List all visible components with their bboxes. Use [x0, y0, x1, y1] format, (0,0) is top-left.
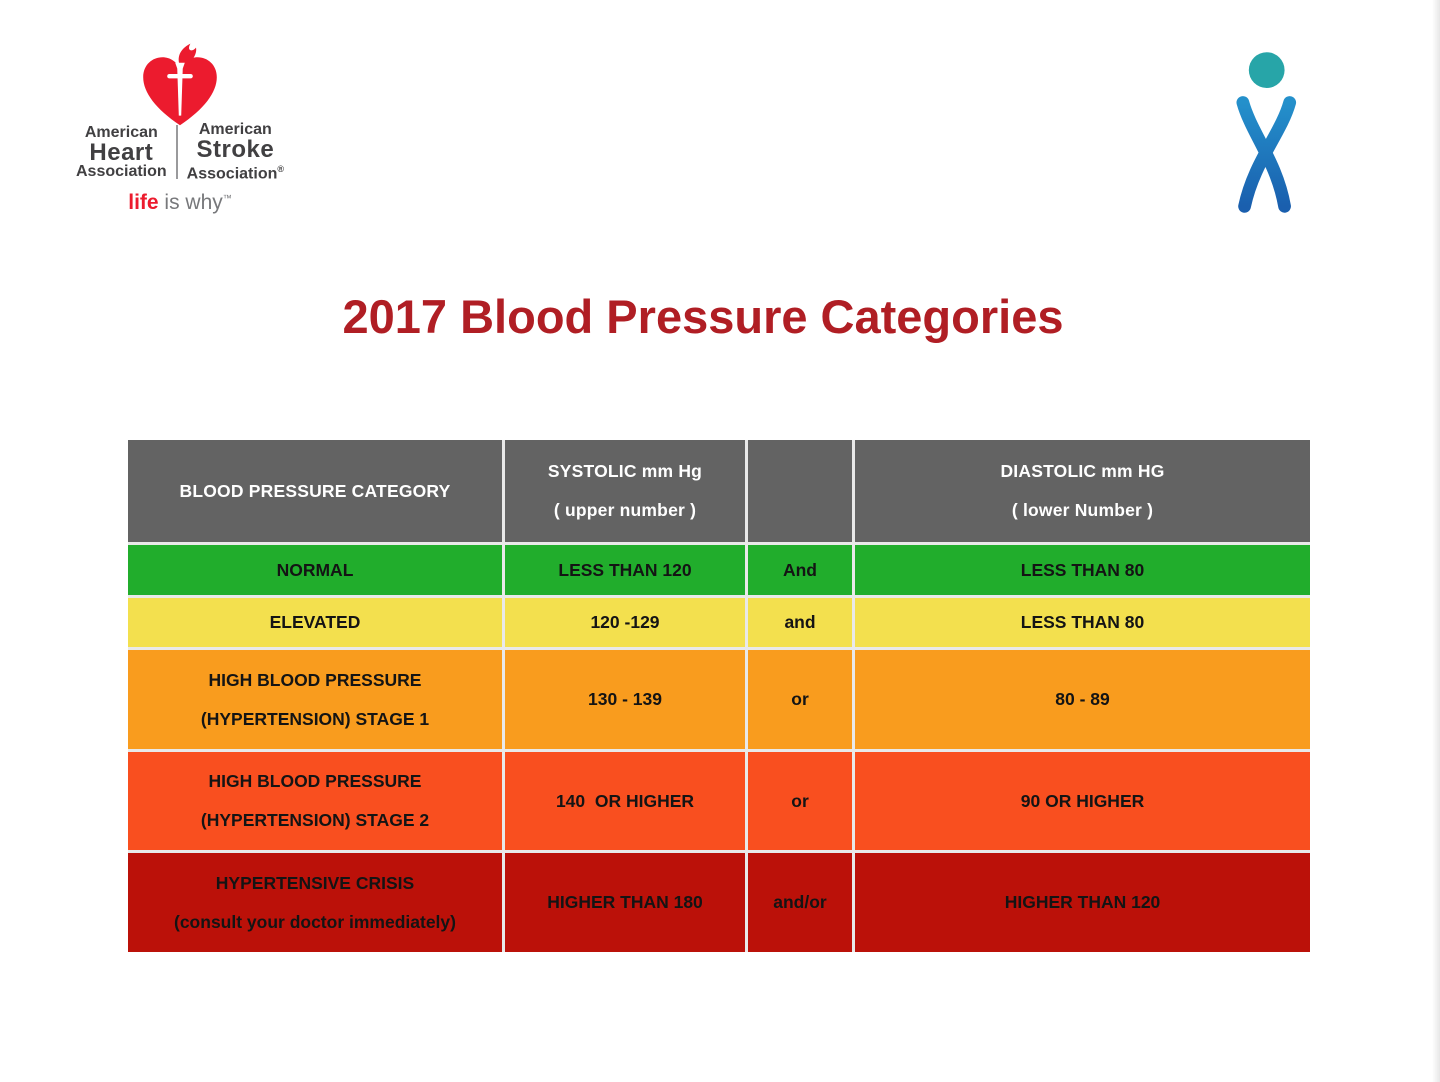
row-crisis-systolic: HIGHER THAN 180 [505, 853, 745, 952]
tagline-rest: is why [158, 191, 223, 215]
header-systolic: SYSTOLIC mm Hg ( upper number ) [505, 440, 745, 542]
org-left-line3: Association [75, 162, 167, 180]
row-crisis-connector: and/or [748, 853, 852, 952]
aha-asa-logo: American Heart Association American Stro… [52, 42, 308, 215]
row-normal-systolic: LESS THAN 120 [505, 545, 745, 595]
row-elevated-category: ELEVATED [128, 598, 502, 647]
row-stage1-diastolic: 80 - 89 [855, 650, 1310, 749]
trademark-mark: ™ [222, 193, 232, 204]
header-connector [748, 440, 852, 542]
row-stage1-category: HIGH BLOOD PRESSURE (HYPERTENSION) STAGE… [128, 650, 502, 749]
right-edge-shade [1432, 0, 1440, 1082]
row-stage2-category: HIGH BLOOD PRESSURE (HYPERTENSION) STAGE… [128, 752, 502, 850]
org-left-line1: American [84, 123, 158, 141]
bp-table: BLOOD PRESSURE CATEGORY SYSTOLIC mm Hg (… [128, 440, 1310, 952]
row-crisis-category: HYPERTENSIVE CRISIS (consult your doctor… [128, 853, 502, 952]
row-stage2-systolic: 140 OR HIGHER [505, 752, 745, 850]
logo-divider [175, 125, 178, 180]
row-stage1-connector: or [748, 650, 852, 749]
org-right-line1: American [198, 121, 272, 138]
row-normal-category: NORMAL [128, 545, 502, 595]
row-normal-diastolic: LESS THAN 80 [855, 545, 1310, 595]
page-title: 2017 Blood Pressure Categories [342, 290, 1064, 343]
row-elevated-systolic: 120 -129 [505, 598, 745, 647]
header-category: BLOOD PRESSURE CATEGORY [128, 440, 502, 542]
org-left-line2: Heart [89, 138, 154, 166]
row-stage1-systolic: 130 - 139 [505, 650, 745, 749]
american-stroke-association-text: American Stroke Association® [187, 122, 284, 182]
person-x-figure-icon [1236, 52, 1297, 213]
american-heart-association-text: American Heart Association [75, 123, 167, 180]
org-right-line2: Stroke [196, 136, 275, 163]
row-stage2-connector: or [748, 752, 852, 850]
row-stage2-diastolic: 90 OR HIGHER [855, 752, 1310, 850]
logo-tagline: life is why™ [52, 191, 308, 215]
header-diastolic: DIASTOLIC mm HG ( lower Number ) [855, 440, 1310, 542]
row-elevated-connector: and [748, 598, 852, 647]
row-normal-connector: And [748, 545, 852, 595]
heart-torch-icon [143, 43, 217, 126]
registered-mark: ® [277, 164, 284, 174]
logo-text: American Heart Association American Stro… [52, 122, 308, 182]
tagline-life: life [128, 191, 159, 215]
row-elevated-diastolic: LESS THAN 80 [855, 598, 1310, 647]
org-right-line3: Association® [186, 164, 284, 183]
row-crisis-diastolic: HIGHER THAN 120 [855, 853, 1310, 952]
